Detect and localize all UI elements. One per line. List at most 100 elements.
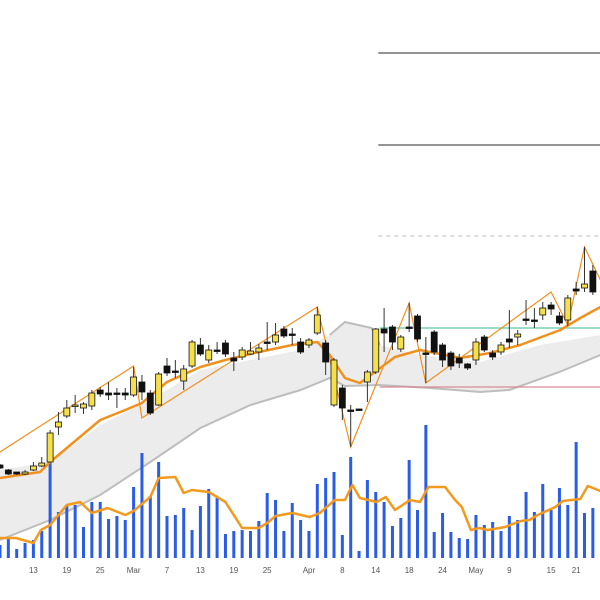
band-lower-edge [0, 354, 600, 541]
candle-down [556, 315, 563, 324]
candle-down [505, 338, 513, 343]
volume-bar [73, 505, 77, 558]
volume-bar [107, 519, 111, 558]
volume-bar [0, 545, 2, 558]
candle-down [480, 336, 488, 351]
volume-bar [491, 522, 495, 558]
volume-bar [532, 512, 536, 558]
candle-down [547, 304, 555, 310]
candle-up [363, 371, 371, 383]
candle-down [572, 288, 580, 292]
volume-bar [282, 531, 286, 558]
volume-bar [557, 488, 561, 558]
candle-down [439, 344, 446, 361]
volume-bar [31, 540, 35, 558]
candle-down [163, 365, 171, 374]
volume-bar [274, 500, 278, 558]
candle-down [322, 342, 330, 363]
volume-bar [583, 513, 586, 558]
candle-up [130, 376, 138, 396]
volume-bar [399, 518, 403, 558]
candle-down [531, 319, 538, 322]
candle-up [155, 373, 163, 406]
x-tick-label: Apr [303, 566, 316, 575]
candle-up [313, 314, 321, 334]
candle-down [430, 331, 438, 353]
candle-up [397, 336, 405, 350]
volume-bar [382, 502, 386, 558]
candle-down [414, 315, 421, 340]
volume-bar [332, 472, 336, 558]
candle-down [422, 352, 430, 355]
candle-down [105, 392, 112, 396]
volume-bar [449, 532, 453, 558]
candle-up [21, 471, 29, 475]
candle-up [514, 333, 522, 338]
volume-bar [441, 513, 445, 558]
volume-bar [157, 462, 161, 558]
candle-down [4, 469, 12, 475]
candle-up [188, 341, 196, 367]
volume-bar [173, 515, 177, 558]
volume-bar [148, 496, 152, 558]
candle-down [0, 464, 4, 469]
candle-down [589, 270, 597, 293]
candle-up [29, 465, 37, 471]
volume-bar [474, 515, 478, 558]
volume-bar [374, 492, 378, 558]
volume-bar [198, 506, 202, 558]
x-tick-label: 9 [507, 566, 512, 575]
candle-down [196, 344, 204, 355]
volume-bar [482, 525, 486, 558]
candle-down [464, 363, 472, 369]
volume-bar [132, 487, 136, 558]
candle-down [280, 328, 288, 337]
candles [0, 247, 597, 475]
volume-bar [499, 531, 503, 558]
volume-bar [315, 484, 319, 558]
volume-ma-layer [0, 475, 600, 545]
x-tick-label: 21 [572, 566, 581, 575]
volume-bar [357, 551, 361, 558]
volume-bar [115, 516, 119, 558]
candle-up [330, 359, 338, 406]
volume-bar [541, 484, 545, 558]
volume-bar [566, 505, 570, 558]
candle-up [55, 421, 62, 428]
volume-bar [390, 526, 394, 558]
candle-up [581, 283, 588, 289]
x-tick-label: Mar [127, 566, 141, 575]
candle-up [539, 307, 547, 316]
volume-bar [65, 505, 69, 558]
candle-up [71, 404, 79, 407]
candle-up [80, 403, 87, 409]
volume-bar [507, 516, 511, 558]
candle-down [230, 357, 238, 362]
volume-bar [182, 508, 186, 558]
volume-bar [340, 535, 344, 558]
volume-bar [40, 531, 44, 558]
volume-bar [48, 463, 52, 558]
volume-bar [23, 543, 27, 558]
x-tick-label: 7 [165, 566, 170, 575]
band-fill [0, 322, 600, 540]
volume-bar [215, 497, 219, 558]
volume-bar [6, 538, 10, 558]
x-axis: 13 19 25 Mar 7 13 19 25 Apr 8 14 18 24 May 9 15 21 [29, 566, 581, 575]
candle-down [380, 328, 388, 334]
candle-down [338, 387, 346, 409]
candle-up [305, 339, 313, 346]
volume-bar [365, 480, 369, 558]
candle-up [238, 349, 246, 358]
volume-bar [90, 502, 94, 558]
candle-down [347, 409, 355, 412]
candle-up [372, 328, 380, 373]
volume-bar [257, 521, 261, 558]
x-tick-label: 18 [405, 566, 414, 575]
candle-up [272, 334, 279, 343]
volume-bar [249, 531, 252, 558]
volume-bar [516, 520, 520, 558]
volume-bar [290, 503, 294, 558]
x-tick-label: 19 [229, 566, 238, 575]
candle-up [497, 344, 505, 353]
